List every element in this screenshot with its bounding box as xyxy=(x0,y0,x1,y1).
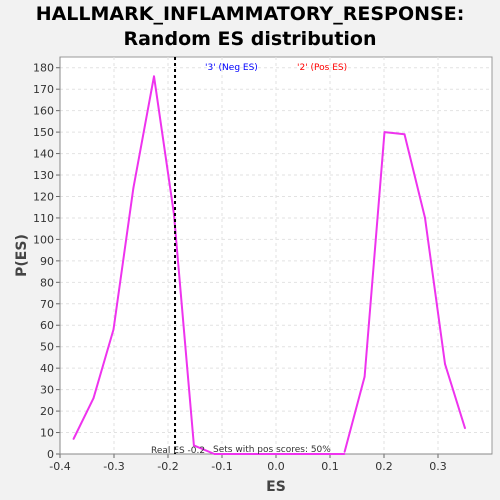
data-point xyxy=(343,450,346,453)
data-point xyxy=(383,131,386,134)
chart-title-line2: Random ES distribution xyxy=(123,28,377,50)
y-tick-label: 20 xyxy=(40,405,54,418)
x-axis-label: ES xyxy=(266,479,286,495)
legend-entry-2: '2' (Pos ES) xyxy=(297,63,347,73)
chart-title-line1: HALLMARK_INFLAMMATORY_RESPONSE: xyxy=(35,3,465,25)
data-point xyxy=(273,453,276,455)
pos-scores-annotation: Sets with pos scores: 50% xyxy=(213,445,331,455)
x-tick-label: 0.2 xyxy=(375,460,393,473)
data-point xyxy=(363,375,366,378)
y-tick-label: 130 xyxy=(33,169,54,182)
x-tick-label: 0.1 xyxy=(321,460,339,473)
x-tick-label: 0.3 xyxy=(429,460,447,473)
y-tick-label: 90 xyxy=(40,255,54,268)
data-point xyxy=(112,328,115,331)
data-point xyxy=(213,453,216,455)
data-point xyxy=(424,217,426,219)
x-tick-label: 0.0 xyxy=(267,460,285,473)
y-tick-label: 140 xyxy=(33,148,54,161)
data-point xyxy=(403,133,406,136)
y-axis-label: P(ES) xyxy=(14,234,30,277)
grid xyxy=(59,57,492,455)
y-tick-label: 160 xyxy=(33,105,54,118)
legend: '3' (Neg ES) '2' (Pos ES) xyxy=(205,63,347,73)
data-point xyxy=(92,397,95,400)
y-tick-label: 170 xyxy=(33,83,54,96)
legend-entry-1: '3' (Neg ES) xyxy=(205,63,258,73)
y-tick-label: 180 xyxy=(33,62,54,75)
y-tick-label: 120 xyxy=(33,190,54,203)
series xyxy=(72,75,466,455)
y-tick-label: 40 xyxy=(40,362,54,375)
data-point xyxy=(333,453,336,455)
x-tick-label: -0.1 xyxy=(211,460,232,473)
data-point xyxy=(72,438,75,440)
y-tick-label: 150 xyxy=(33,126,54,139)
y-tick-label: 60 xyxy=(40,319,54,332)
y-tick-label: 100 xyxy=(33,233,54,246)
chart-title: HALLMARK_INFLAMMATORY_RESPONSE: Random E… xyxy=(0,2,500,52)
real-es-label: Real ES -0.2 xyxy=(151,446,205,456)
data-point xyxy=(343,453,346,455)
y-tick-label: 10 xyxy=(40,427,54,440)
data-point xyxy=(132,187,135,189)
data-point xyxy=(153,75,155,78)
y-tick-label: 0 xyxy=(47,448,54,461)
axes: 0 10 20 30 40 50 60 70 80 90 100 110 120 130 140 150 160… xyxy=(33,57,492,473)
data-point xyxy=(444,362,446,365)
x-tick-label: -0.4 xyxy=(49,460,70,473)
y-tick-label: 110 xyxy=(33,212,54,225)
data-point xyxy=(253,453,256,455)
data-point xyxy=(313,453,316,455)
y-tick-label: 30 xyxy=(40,384,54,397)
x-tick-label: -0.3 xyxy=(103,460,124,473)
data-point xyxy=(193,444,195,447)
data-point xyxy=(293,453,296,455)
x-tick-label: -0.2 xyxy=(157,460,178,473)
y-tick-label: 70 xyxy=(40,298,54,311)
y-tick-label: 80 xyxy=(40,276,54,289)
data-point xyxy=(464,427,466,430)
y-tick-label: 50 xyxy=(40,341,54,354)
data-point xyxy=(233,453,236,455)
